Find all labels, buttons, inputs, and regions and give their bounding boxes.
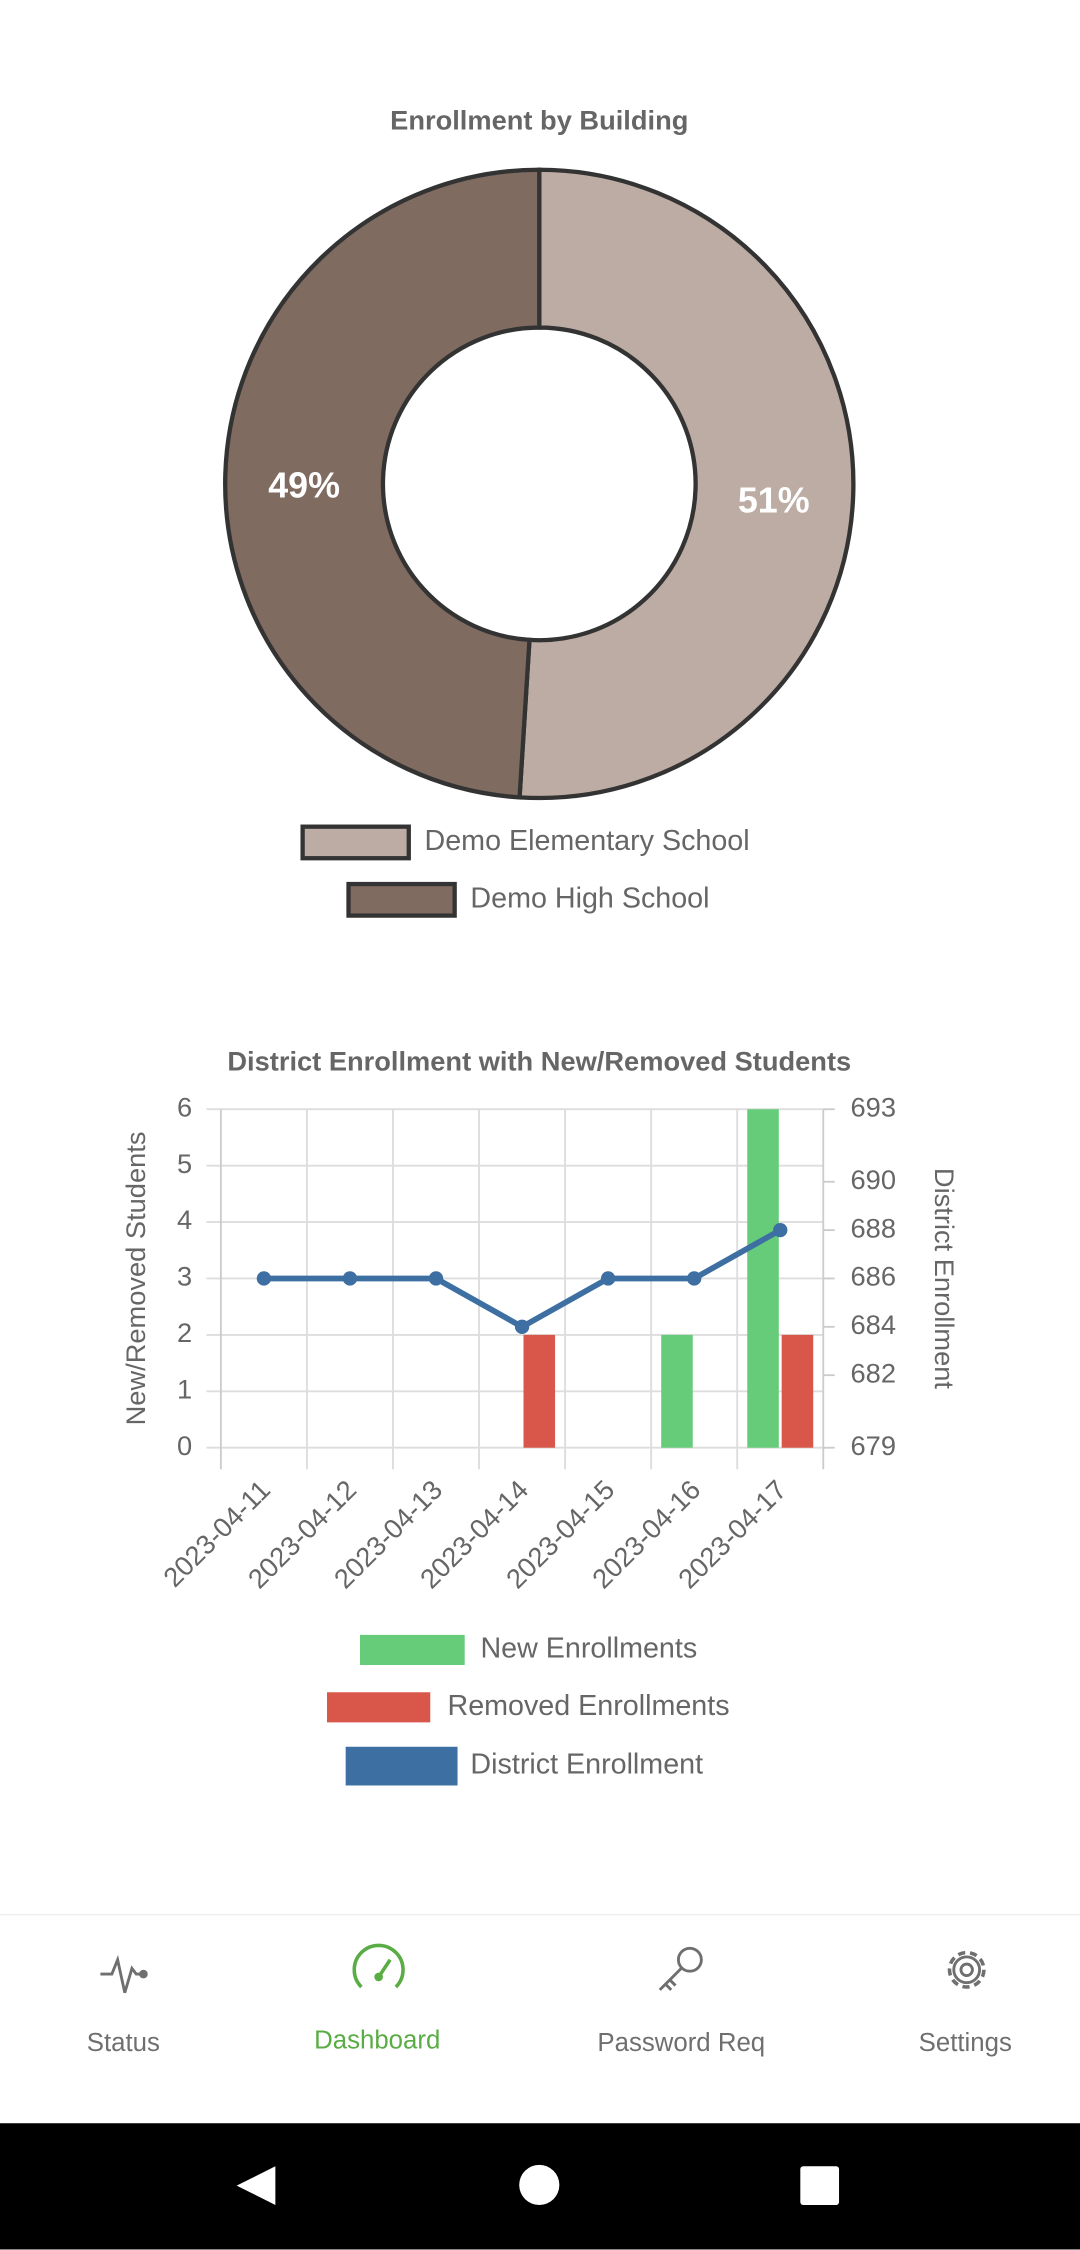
nav-dashboard[interactable]: Dashboard [314, 1935, 440, 2054]
gear-icon [947, 1950, 986, 1989]
nav-label[interactable]: Password Req [597, 2029, 765, 2057]
y2-tick-label: 684 [851, 1309, 896, 1340]
y-tick-label: 2 [177, 1317, 192, 1348]
status-icon-dot [139, 1969, 148, 1979]
line-point [342, 1271, 358, 1286]
dashboard-icon [352, 1943, 405, 1996]
bar [747, 1109, 779, 1448]
y2-tick-label: 693 [851, 1091, 896, 1122]
chart-title: District Enrollment with New/Removed Stu… [227, 1046, 851, 1077]
bottom-nav [0, 1913, 1080, 2124]
legend-label: Demo Elementary School [425, 825, 750, 857]
bar [661, 1334, 693, 1448]
legend-swatch [327, 1692, 431, 1723]
gear-icon-ring [952, 1955, 982, 1985]
y-tick-label: 5 [177, 1148, 192, 1179]
y2-tick-label: 688 [851, 1212, 896, 1243]
status-icon [100, 1954, 142, 1994]
nav-settings[interactable]: Settings [919, 1950, 1012, 2058]
nav-label[interactable]: Status [87, 2029, 160, 2057]
legend-swatch [300, 824, 411, 861]
bar [781, 1334, 814, 1448]
line-point [428, 1271, 444, 1286]
data-label: 51% [738, 480, 810, 520]
legend-swatch [360, 1634, 465, 1665]
y-axis-title: New/Removed Students [120, 1132, 151, 1426]
line-point [600, 1271, 616, 1286]
line-point [687, 1271, 702, 1286]
nav-label[interactable]: Dashboard [314, 2026, 440, 2054]
legend-swatch [346, 881, 457, 918]
line-point [773, 1222, 788, 1238]
chart-title: Enrollment by Building [390, 105, 688, 136]
y-tick-label: 1 [177, 1373, 192, 1404]
nav-status[interactable]: Status [87, 1954, 160, 2057]
doughnut-segment [517, 167, 856, 801]
legend-label: Removed Enrollments [447, 1690, 729, 1722]
y-tick-label: 3 [177, 1261, 192, 1292]
nav-password[interactable]: Password Req [597, 1946, 765, 2057]
nav-label[interactable]: Settings [919, 2029, 1012, 2057]
key-icon [676, 1946, 703, 1973]
recents-button[interactable] [800, 2166, 840, 2205]
legend-label: District Enrollment [470, 1749, 703, 1781]
doughnut-segment [223, 167, 542, 800]
y-tick-label: 0 [177, 1430, 192, 1461]
y2-tick-label: 679 [851, 1430, 896, 1461]
legend-label: Demo High School [470, 882, 709, 914]
line-point [514, 1319, 530, 1334]
y2-tick-label: 686 [851, 1261, 896, 1292]
y2-axis-title: District Enrollment [929, 1168, 960, 1390]
key-icon-shaft [658, 1967, 683, 1991]
y2-tick-label: 682 [851, 1357, 896, 1388]
legend-label: New Enrollments [480, 1633, 697, 1665]
y2-tick-label: 690 [851, 1164, 896, 1195]
y-tick-label: 6 [177, 1091, 192, 1122]
legend-swatch [345, 1746, 458, 1786]
gear-icon-center [959, 1962, 974, 1977]
bar [523, 1334, 556, 1448]
doughnut-chart: 51% 49% Demo Elementary School Demo High Sc… [223, 167, 856, 918]
line-point [256, 1271, 272, 1286]
data-label: 49% [268, 466, 340, 506]
dashboard-hub [374, 1972, 383, 1982]
y-tick-label: 4 [177, 1204, 192, 1235]
home-button[interactable] [519, 2164, 560, 2205]
back-button[interactable] [236, 2166, 276, 2205]
